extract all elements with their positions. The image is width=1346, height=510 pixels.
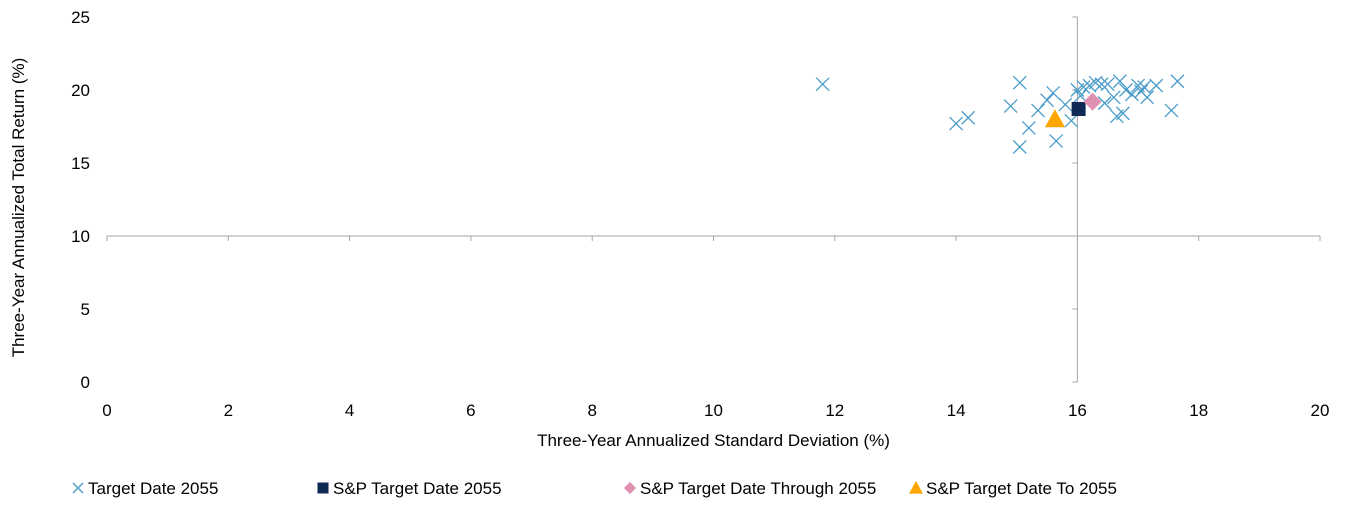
y-tick-label: 20	[71, 81, 90, 100]
y-tick-label: 10	[71, 227, 90, 246]
index-point	[1071, 101, 1086, 116]
x-tick-label: 4	[345, 401, 354, 420]
axes	[107, 17, 1320, 382]
legend: Target Date 2055 S&P Target Date 2055 S&P …	[72, 479, 1117, 498]
y-tick-label: 25	[71, 8, 90, 27]
legend-item: S&P Target Date Through 2055	[624, 479, 876, 498]
target-date-point	[1076, 80, 1091, 95]
x-tick-label: 14	[947, 401, 966, 420]
target-date-point	[1164, 103, 1179, 118]
target-date-point	[1049, 134, 1064, 149]
target-date-point	[1112, 74, 1127, 89]
target-date-point	[1118, 83, 1133, 97]
legend-marker	[624, 482, 636, 494]
legend-marker	[72, 482, 84, 494]
legend-label: Target Date 2055	[88, 479, 218, 498]
target-date-point	[1031, 103, 1045, 118]
target-date-point	[1115, 106, 1130, 121]
target-date-point	[1012, 75, 1027, 90]
y-axis-ticks: 0 5 10 15 20 25	[71, 8, 1078, 392]
target-date-point	[1137, 80, 1152, 95]
x-axis-title: Three-Year Annualized Standard Deviation…	[537, 431, 890, 450]
target-date-point	[1012, 139, 1027, 154]
target-date-point	[961, 110, 976, 125]
data-points	[815, 74, 1185, 154]
x-tick-label: 2	[224, 401, 233, 420]
x-tick-label: 6	[466, 401, 475, 420]
target-date-point	[1097, 96, 1112, 111]
target-date-point	[815, 77, 830, 92]
legend-item: S&P Target Date To 2055	[909, 479, 1117, 498]
legend-item: Target Date 2055	[72, 479, 218, 498]
legend-marker	[317, 482, 329, 494]
index-point	[1044, 109, 1065, 128]
target-date-point	[1040, 93, 1055, 108]
target-date-point	[1046, 85, 1061, 100]
target-date-point	[1125, 87, 1139, 102]
legend-marker	[909, 481, 923, 494]
y-tick-label: 5	[81, 300, 90, 319]
legend-label: S&P Target Date 2055	[333, 479, 502, 498]
target-date-point	[1106, 90, 1121, 105]
target-date-point	[1094, 77, 1109, 92]
target-date-point	[1064, 113, 1079, 128]
target-date-point	[1140, 90, 1155, 105]
legend-item: S&P Target Date 2055	[317, 479, 502, 498]
x-axis-ticks: 0 2 4 6 8 10 12 14 16 18 20	[102, 236, 1329, 420]
target-date-point	[1088, 75, 1103, 90]
index-point	[1083, 92, 1102, 111]
x-tick-label: 16	[1068, 401, 1087, 420]
target-date-point	[949, 116, 964, 131]
x-tick-label: 8	[587, 401, 596, 420]
x-tick-label: 0	[102, 401, 111, 420]
target-date-point	[1073, 88, 1088, 103]
y-tick-label: 15	[71, 154, 90, 173]
x-tick-label: 12	[825, 401, 844, 420]
x-tick-label: 20	[1311, 401, 1330, 420]
y-axis-title: Three-Year Annualized Total Return (%)	[9, 58, 28, 358]
target-date-point	[1021, 121, 1036, 135]
x-tick-label: 18	[1189, 401, 1208, 420]
target-date-point	[1170, 74, 1185, 89]
target-date-point	[1149, 78, 1164, 93]
x-tick-label: 10	[704, 401, 723, 420]
target-date-point	[1058, 97, 1073, 112]
legend-label: S&P Target Date To 2055	[926, 479, 1117, 498]
y-tick-label: 0	[81, 373, 90, 392]
legend-label: S&P Target Date Through 2055	[640, 479, 876, 498]
target-date-point	[1100, 77, 1115, 92]
target-date-point	[1003, 99, 1018, 114]
